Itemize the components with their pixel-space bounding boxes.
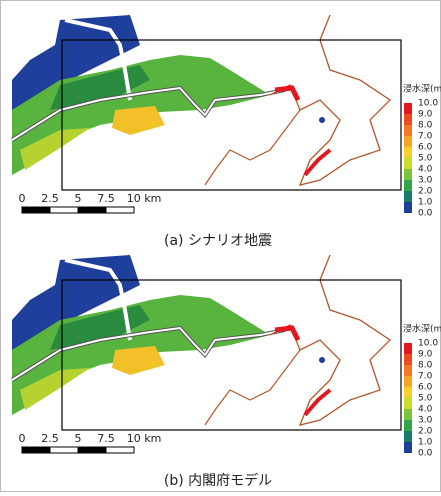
scale-label: 2.5 [41, 192, 59, 205]
legend-color [404, 158, 412, 169]
scale-label: 7.5 [97, 432, 115, 445]
legend-color [404, 442, 412, 453]
legend-color [404, 114, 412, 125]
legend-color [404, 376, 412, 387]
legend-color [404, 431, 412, 442]
map-extent-box [61, 279, 402, 431]
legend-color [404, 125, 412, 136]
legend-label: 6.0 [418, 383, 433, 393]
scale-label: 7.5 [97, 192, 115, 205]
scale-segment [49, 446, 79, 454]
scale-label: 0 [19, 432, 26, 445]
scale-segment [77, 446, 107, 454]
legend-label: 9.0 [418, 350, 433, 360]
legend-label: 3.0 [418, 176, 433, 186]
scale-segment [21, 446, 51, 454]
legend-color [404, 343, 412, 354]
legend-label: 0.0 [418, 209, 433, 219]
legend-color [404, 191, 412, 202]
legend-color [404, 409, 412, 420]
legend-color [404, 180, 412, 191]
scale-segment [49, 206, 79, 214]
scale-segment [105, 446, 135, 454]
map-extent-box [61, 39, 402, 191]
legend-color [404, 136, 412, 147]
legend-color [404, 387, 412, 398]
legend-label: 10.0 [418, 99, 438, 109]
legend-label: 7.0 [418, 372, 433, 382]
legend-label: 0.0 [418, 449, 433, 459]
legend-label: 7.0 [418, 132, 433, 142]
legend-label: 1.0 [418, 198, 433, 208]
legend-title: 浸水深(m [403, 323, 441, 335]
legend-color [404, 147, 412, 158]
legend-label: 4.0 [418, 165, 433, 175]
legend-color [404, 365, 412, 376]
legend-label: 4.0 [418, 405, 433, 415]
legend-label: 5.0 [418, 154, 433, 164]
scale-segment [21, 206, 51, 214]
scale-segment [77, 206, 107, 214]
scale-segment [105, 206, 135, 214]
legend-label: 5.0 [418, 394, 433, 404]
legend-color [404, 169, 412, 180]
legend-title: 浸水深(m [403, 83, 441, 95]
scale-label: 10 km [127, 432, 162, 445]
legend-color [404, 420, 412, 431]
legend-color [404, 202, 412, 213]
scale-label: 2.5 [41, 432, 59, 445]
legend-label: 2.0 [418, 187, 433, 197]
legend-label: 8.0 [418, 121, 433, 131]
legend-color [404, 398, 412, 409]
scale-label: 5 [75, 432, 82, 445]
legend-label: 9.0 [418, 110, 433, 120]
legend-label: 1.0 [418, 438, 433, 448]
legend-label: 10.0 [418, 339, 438, 349]
legend-label: 2.0 [418, 427, 433, 437]
legend-color [404, 354, 412, 365]
caption: (b) 内閣府モデル [164, 472, 272, 489]
legend-label: 3.0 [418, 416, 433, 426]
legend-label: 8.0 [418, 361, 433, 371]
scale-label: 10 km [127, 192, 162, 205]
legend-color [404, 103, 412, 114]
legend-label: 6.0 [418, 143, 433, 153]
caption: (a) シナリオ地震 [164, 233, 272, 249]
scale-label: 0 [19, 192, 26, 205]
scale-label: 5 [75, 192, 82, 205]
